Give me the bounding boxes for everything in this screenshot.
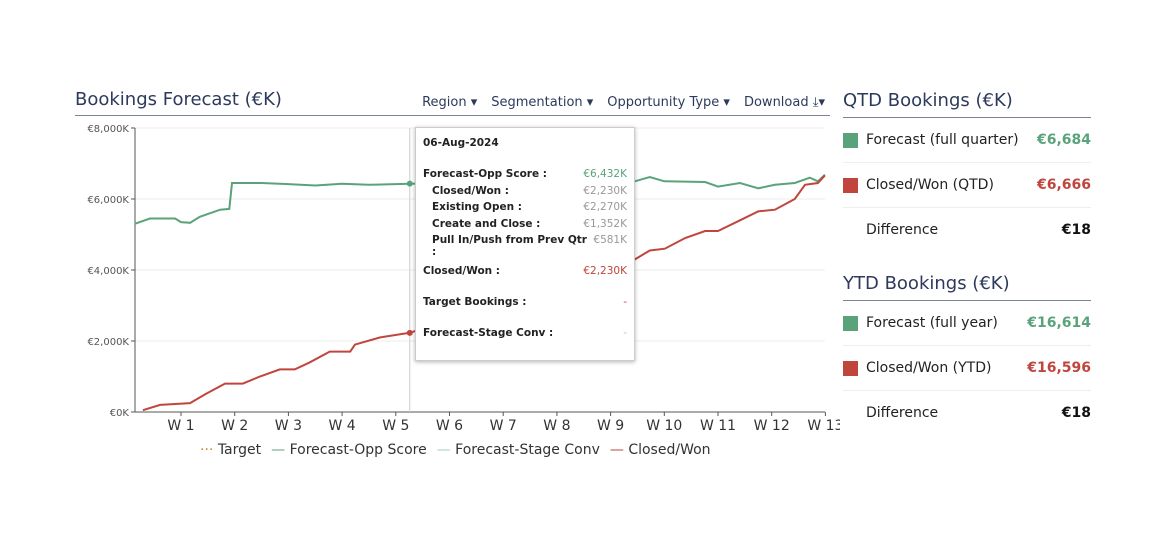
legend-swatch (843, 132, 858, 148)
legend-label: Target (217, 442, 262, 458)
legend-line-icon: ··· (200, 442, 214, 458)
legend-item[interactable]: — Closed/Won (610, 442, 711, 458)
row-value: €6,666 (1036, 177, 1091, 193)
legend-item[interactable]: ··· Target (200, 442, 261, 458)
tooltip-row: Existing Open : €2,270K (423, 201, 627, 213)
x-tick-label: W 13 (807, 418, 840, 434)
tooltip-value: €581K (593, 234, 627, 246)
y-tick-label: €4,000K (87, 266, 129, 277)
ytd-title: YTD Bookings (€K) (843, 273, 1091, 301)
tooltip-row: Create and Close : €1,352K (423, 218, 627, 230)
tooltip-label: Target Bookings : (423, 295, 527, 308)
legend-label: Closed/Won (628, 442, 711, 458)
row-label: Forecast (full quarter) (866, 132, 1019, 148)
chart-tooltip: 06-Aug-2024 Forecast-Opp Score : €6,432K C… (415, 127, 635, 361)
tooltip-value: €6,432K (583, 168, 627, 180)
row-label: Closed/Won (YTD) (866, 360, 992, 376)
tooltip-row: Closed/Won : €2,230K (423, 265, 627, 277)
tooltip-value: - (623, 295, 627, 308)
legend-item[interactable]: — Forecast-Opp Score (271, 442, 427, 458)
series-line-closed-won (142, 174, 826, 412)
legend-swatch (843, 177, 858, 193)
qtd-row: Difference €18 (843, 208, 1091, 252)
tooltip-value: €2,270K (583, 201, 627, 213)
tooltip-label: Pull In/Push from Prev Qtr : (432, 234, 587, 258)
region-dropdown[interactable]: Region ▾ (422, 95, 478, 110)
qtd-row: Closed/Won (QTD) €6,666 (843, 163, 1091, 208)
row-label: Forecast (full year) (866, 315, 998, 331)
legend-label: Forecast-Opp Score (289, 442, 427, 458)
tooltip-label: Forecast-Opp Score : (423, 168, 547, 180)
segmentation-dropdown[interactable]: Segmentation ▾ (491, 95, 594, 110)
x-tick-label: W 6 (436, 418, 463, 434)
row-label: Difference (866, 405, 939, 421)
tooltip-row: Pull In/Push from Prev Qtr : €581K (423, 234, 627, 258)
download-button[interactable]: Download ⤓▾ (743, 95, 825, 110)
legend-label: Forecast-Stage Conv (455, 442, 600, 458)
legend-item[interactable]: — Forecast-Stage Conv (437, 442, 600, 458)
divider (75, 115, 830, 116)
x-tick-label: W 5 (382, 418, 409, 434)
legend-swatch (843, 315, 858, 331)
x-tick-label: W 2 (221, 418, 248, 434)
tooltip-date: 06-Aug-2024 (423, 137, 499, 149)
ytd-panel: YTD Bookings (€K) Forecast (full year) €1… (843, 273, 1091, 435)
hover-point (406, 329, 413, 336)
x-tick-label: W 12 (754, 418, 790, 434)
tooltip-row: Target Bookings : - (423, 296, 627, 308)
y-tick-label: €2,000K (87, 337, 129, 348)
row-value: €18 (1061, 222, 1091, 238)
series-line-forecast-opp-score (134, 173, 826, 225)
tooltip-row: Forecast-Opp Score : €6,432K (423, 168, 627, 180)
y-tick-label: €8,000K (87, 124, 129, 135)
legend-swatch (843, 360, 858, 376)
ytd-row: Difference €18 (843, 391, 1091, 435)
ytd-row: Closed/Won (YTD) €16,596 (843, 346, 1091, 391)
hover-point (406, 180, 413, 187)
x-tick-label: W 3 (275, 418, 302, 434)
tooltip-label: Closed/Won : (423, 264, 500, 277)
x-tick-label: W 8 (543, 418, 570, 434)
tooltip-value: €1,352K (583, 217, 627, 230)
y-tick-label: €0K (110, 408, 130, 419)
tooltip-label: Forecast-Stage Conv : (423, 326, 554, 339)
tooltip-value: €2,230K (583, 184, 627, 197)
x-tick-label: W 1 (167, 418, 194, 434)
row-value: €16,596 (1027, 360, 1091, 376)
tooltip-row: Closed/Won : €2,230K (423, 185, 627, 197)
tooltip-label: Existing Open : (432, 201, 522, 213)
tooltip-label: Closed/Won : (432, 184, 509, 197)
opportunity-type-dropdown[interactable]: Opportunity Type ▾ (607, 95, 730, 110)
x-tick-label: W 4 (328, 418, 355, 434)
y-tick-label: €6,000K (87, 195, 129, 206)
chart-title: Bookings Forecast (€K) (75, 89, 282, 110)
qtd-panel: QTD Bookings (€K) Forecast (full quarter… (843, 90, 1091, 252)
filter-bar: Region ▾ Segmentation ▾ Opportunity Type… (422, 95, 825, 110)
legend-line-icon: — (271, 442, 286, 458)
tooltip-row: Forecast-Stage Conv : - (423, 327, 627, 339)
qtd-title: QTD Bookings (€K) (843, 90, 1091, 118)
row-value: €16,614 (1027, 315, 1091, 331)
tooltip-value: - (623, 326, 627, 339)
x-tick-label: W 7 (490, 418, 517, 434)
row-value: €18 (1061, 405, 1091, 421)
tooltip-value: €2,230K (583, 264, 627, 277)
row-label: Difference (866, 222, 939, 238)
ytd-row: Forecast (full year) €16,614 (843, 301, 1091, 346)
chart-legend: ··· Target — Forecast-Opp Score — Forecast… (200, 442, 711, 458)
x-tick-label: W 11 (700, 418, 736, 434)
x-tick-label: W 10 (646, 418, 682, 434)
x-tick-label: W 9 (597, 418, 624, 434)
row-label: Closed/Won (QTD) (866, 177, 994, 193)
row-value: €6,684 (1036, 132, 1091, 148)
legend-line-icon: — (609, 442, 624, 458)
tooltip-label: Create and Close : (432, 217, 541, 230)
qtd-row: Forecast (full quarter) €6,684 (843, 118, 1091, 163)
legend-line-icon: — (436, 442, 451, 458)
